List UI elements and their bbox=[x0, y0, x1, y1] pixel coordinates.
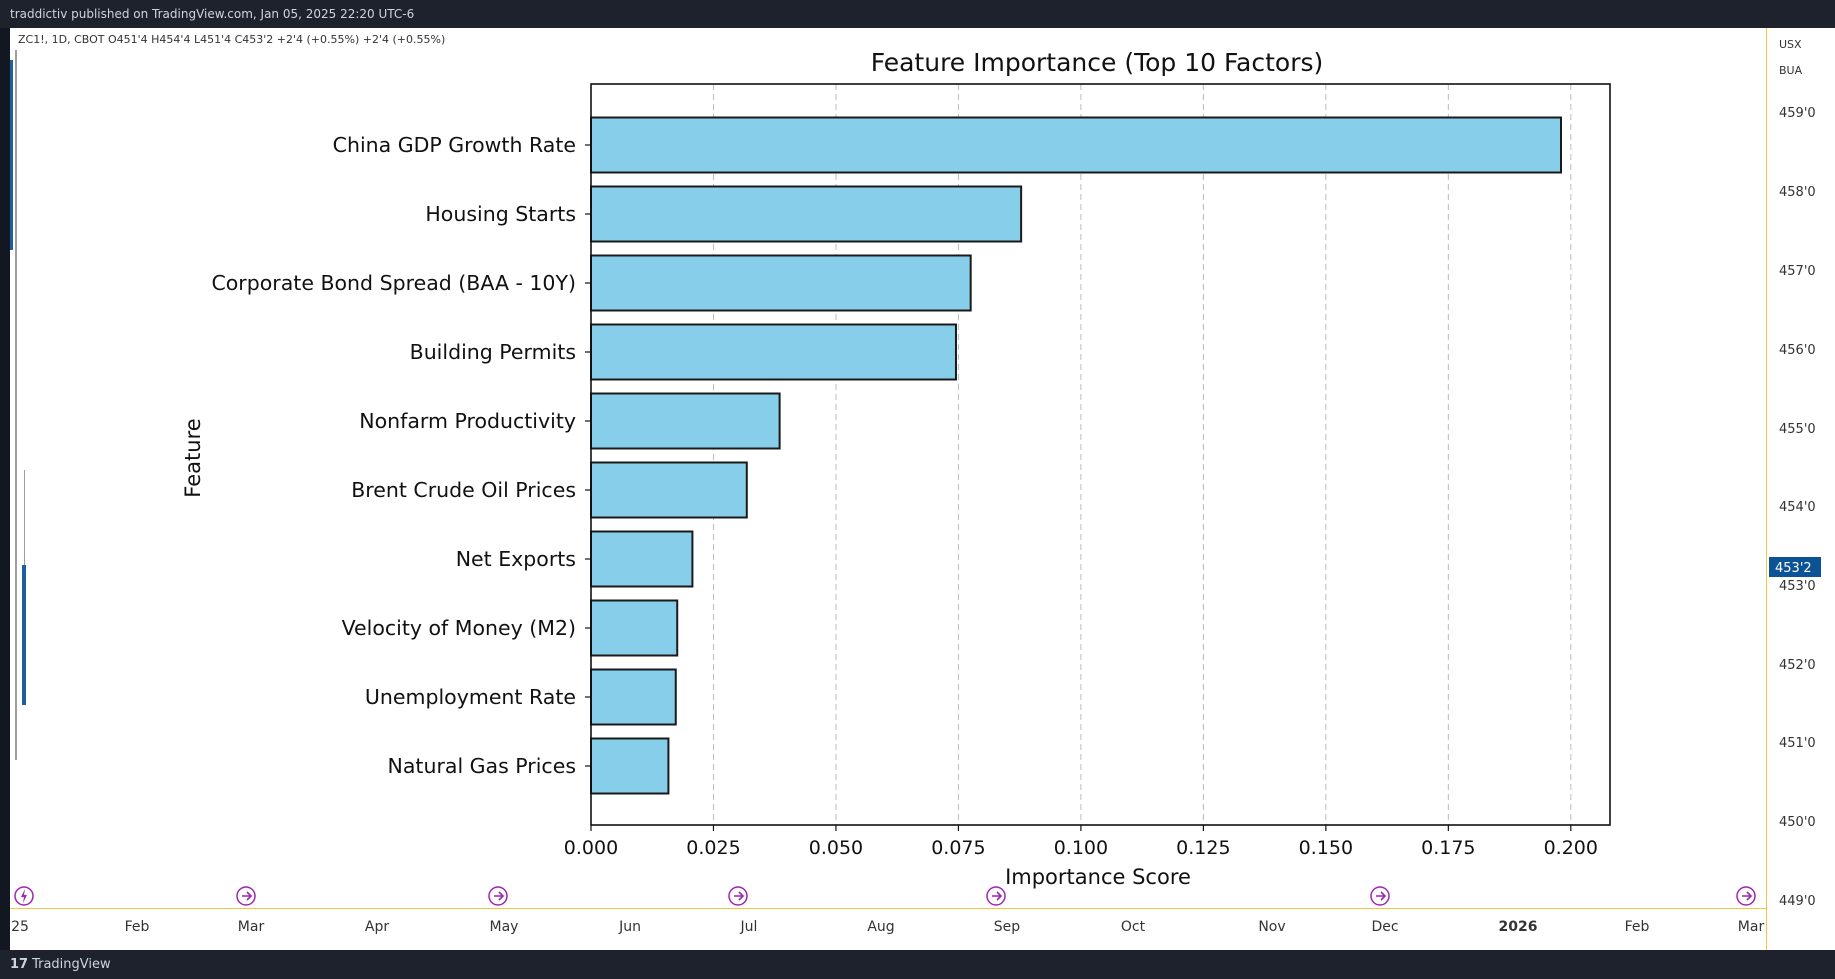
symbol-info: ZC1!, 1D, CBOT O451'4 H454'4 L451'4 C453… bbox=[18, 33, 446, 46]
price-label: 457'0 bbox=[1779, 264, 1816, 279]
price-label: 454'0 bbox=[1779, 500, 1816, 515]
left-edge-bar bbox=[22, 565, 26, 705]
price-label: 449'0 bbox=[1779, 894, 1816, 909]
price-label: 453'0 bbox=[1779, 579, 1816, 594]
scale-tag: USX bbox=[1779, 38, 1802, 51]
left-edge-bar bbox=[24, 470, 25, 565]
price-label: 451'0 bbox=[1779, 736, 1816, 751]
scale-tag: BUA bbox=[1779, 64, 1803, 77]
current-price-marker bbox=[1769, 557, 1821, 577]
time-axis-line bbox=[10, 908, 1766, 909]
left-edge-bar bbox=[15, 50, 17, 760]
footer-brand: TradingView bbox=[32, 957, 111, 972]
price-label: 458'0 bbox=[1779, 185, 1816, 200]
price-label: 450'0 bbox=[1779, 815, 1816, 830]
published-header: traddictiv published on TradingView.com,… bbox=[0, 0, 1835, 28]
price-label: 456'0 bbox=[1779, 343, 1816, 358]
left-edge-bar bbox=[10, 60, 13, 250]
price-scale[interactable]: USX BUA 459'0 458'0 457'0 456'0 455'0 454'0 45… bbox=[1766, 28, 1835, 950]
price-label: 452'0 bbox=[1779, 658, 1816, 673]
current-price-label: 453'2 bbox=[1775, 561, 1812, 576]
published-text: traddictiv published on TradingView.com,… bbox=[10, 7, 415, 21]
tradingview-logo-icon: 17 bbox=[10, 957, 29, 972]
price-label: 459'0 bbox=[1779, 106, 1816, 121]
footer-logo[interactable]: 17 TradingView bbox=[10, 950, 111, 979]
price-label: 455'0 bbox=[1779, 422, 1816, 437]
chart-frame[interactable] bbox=[10, 28, 1766, 950]
footer-bar: 17 TradingView bbox=[0, 950, 1835, 979]
